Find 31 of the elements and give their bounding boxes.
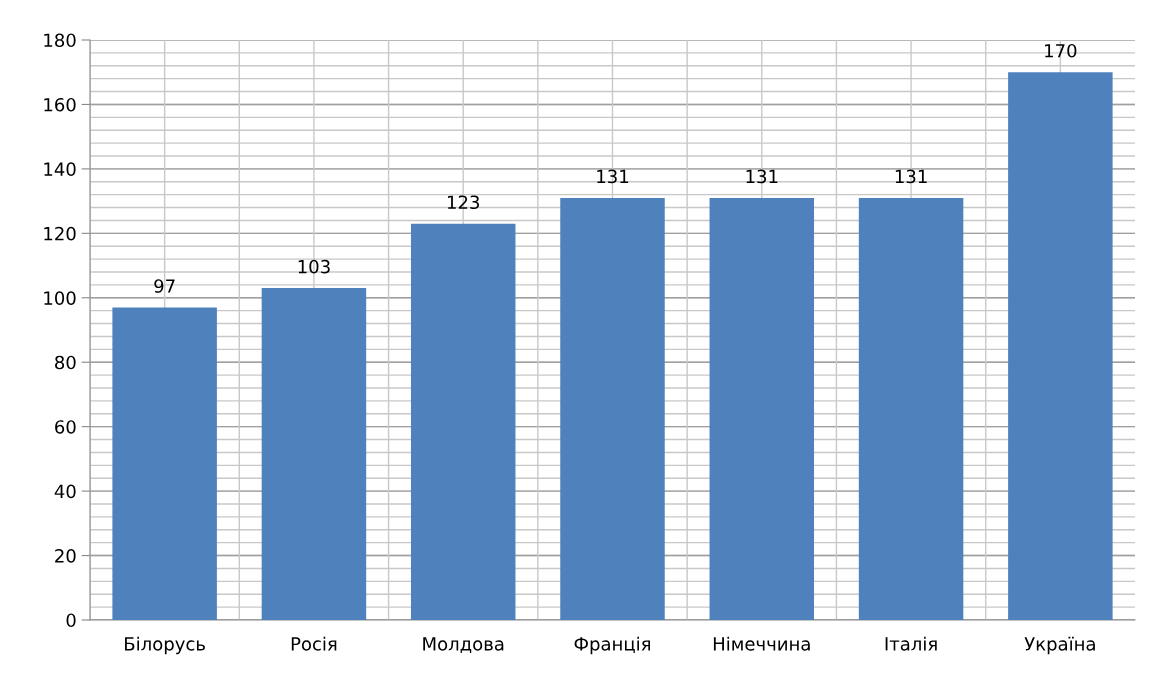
y-tick-label: 100: [44, 291, 76, 305]
data-label: 103: [298, 259, 330, 274]
y-tick-label: 0: [66, 613, 76, 628]
bar: [858, 197, 964, 620]
bar: [709, 197, 815, 620]
data-label: 170: [1045, 43, 1077, 58]
x-tick-label: Німеччина: [713, 636, 810, 651]
x-tick-label: Україна: [1024, 636, 1095, 655]
x-tick-label: Італія: [885, 636, 937, 651]
x-tick-label: Молдова: [423, 637, 504, 653]
x-tick-label: Росія: [291, 636, 337, 651]
x-tick-label: Білорусь: [125, 636, 205, 655]
y-tick-label: 140: [44, 162, 76, 177]
bar: [1008, 72, 1113, 620]
bar: [261, 288, 367, 620]
data-label: 131: [746, 169, 778, 184]
data-label: 123: [447, 195, 479, 210]
y-tick-label: 80: [55, 355, 76, 370]
bar: [560, 197, 665, 620]
data-label: 131: [895, 169, 927, 184]
y-tick-label: 20: [55, 549, 76, 563]
y-tick-label: 60: [55, 420, 76, 434]
bar: [112, 307, 217, 620]
y-tick-label: 120: [44, 226, 76, 241]
bar: [410, 223, 516, 620]
y-tick-label: 160: [44, 97, 76, 112]
y-tick-label: 180: [44, 33, 76, 48]
x-tick-label: Франція: [574, 636, 650, 655]
y-tick-label: 40: [54, 484, 76, 499]
data-label: 131: [597, 169, 629, 184]
data-label: 97: [154, 279, 175, 293]
